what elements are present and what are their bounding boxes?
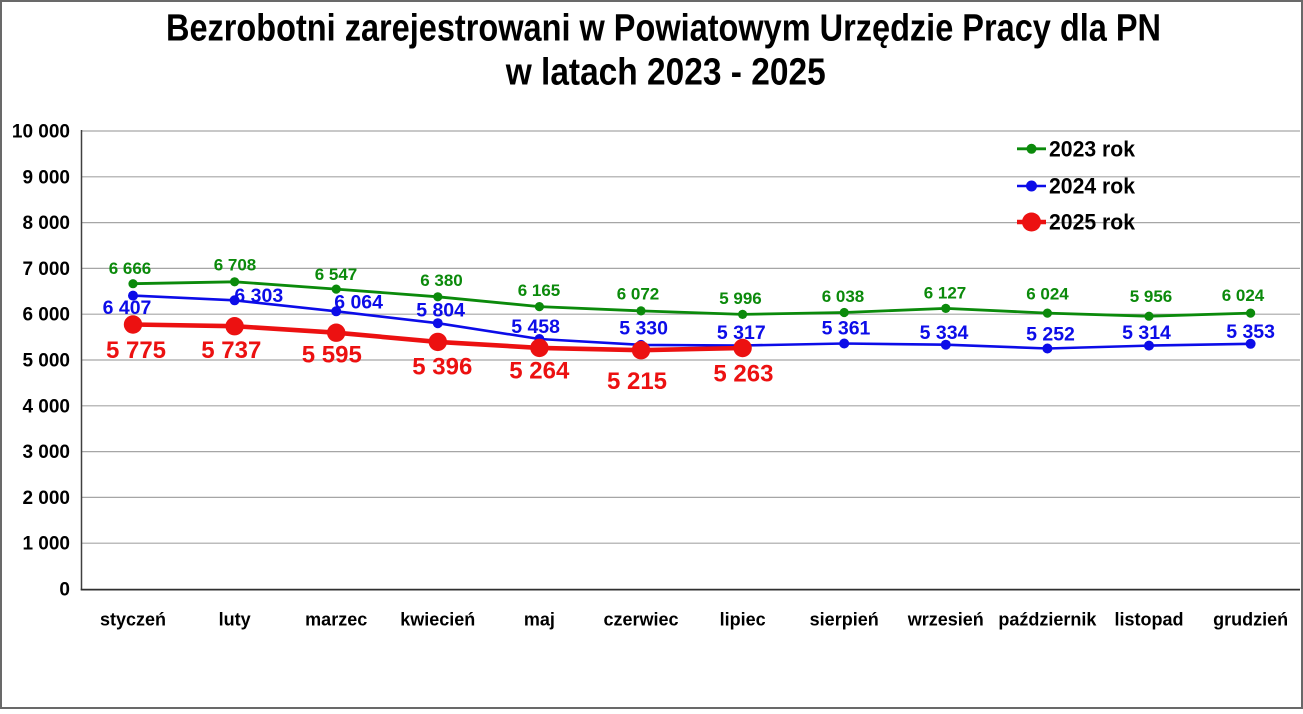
svg-text:sierpień: sierpień bbox=[810, 610, 879, 630]
svg-text:6 708: 6 708 bbox=[214, 256, 257, 275]
svg-text:6 127: 6 127 bbox=[924, 284, 967, 303]
svg-text:6 024: 6 024 bbox=[1222, 286, 1265, 305]
svg-text:6 380: 6 380 bbox=[420, 271, 463, 290]
svg-text:5 353: 5 353 bbox=[1226, 321, 1275, 343]
svg-text:w latach 2023 - 2025: w latach 2023 - 2025 bbox=[505, 51, 826, 93]
svg-text:2023 rok: 2023 rok bbox=[1049, 137, 1136, 162]
svg-text:5 996: 5 996 bbox=[719, 289, 762, 308]
svg-text:luty: luty bbox=[219, 610, 251, 630]
svg-text:2025 rok: 2025 rok bbox=[1049, 210, 1136, 235]
svg-text:5 775: 5 775 bbox=[106, 337, 166, 364]
svg-text:październik: październik bbox=[998, 610, 1097, 630]
svg-text:0: 0 bbox=[59, 580, 70, 601]
svg-text:6 666: 6 666 bbox=[109, 259, 152, 278]
svg-text:1 000: 1 000 bbox=[22, 534, 70, 555]
svg-text:2024 rok: 2024 rok bbox=[1049, 174, 1136, 199]
svg-text:6 407: 6 407 bbox=[103, 297, 152, 319]
svg-text:kwiecień: kwiecień bbox=[400, 610, 475, 630]
svg-text:2 000: 2 000 bbox=[22, 488, 70, 509]
svg-text:3 000: 3 000 bbox=[22, 442, 70, 463]
svg-text:5 215: 5 215 bbox=[607, 368, 667, 395]
svg-text:6 000: 6 000 bbox=[22, 305, 70, 326]
svg-text:czerwiec: czerwiec bbox=[603, 610, 678, 630]
svg-text:5 396: 5 396 bbox=[412, 354, 472, 381]
svg-text:grudzień: grudzień bbox=[1213, 610, 1288, 630]
svg-text:5 263: 5 263 bbox=[713, 361, 773, 388]
svg-text:wrzesień: wrzesień bbox=[907, 610, 984, 630]
svg-text:6 165: 6 165 bbox=[518, 281, 561, 300]
svg-text:5 458: 5 458 bbox=[511, 316, 560, 338]
svg-text:10 000: 10 000 bbox=[12, 122, 70, 143]
svg-text:8 000: 8 000 bbox=[22, 213, 70, 234]
svg-text:lipiec: lipiec bbox=[720, 610, 766, 630]
svg-text:5 317: 5 317 bbox=[717, 322, 766, 344]
svg-text:6 072: 6 072 bbox=[617, 285, 660, 304]
svg-text:6 064: 6 064 bbox=[334, 292, 383, 314]
svg-text:5 804: 5 804 bbox=[416, 300, 465, 322]
svg-text:6 024: 6 024 bbox=[1026, 285, 1069, 304]
svg-text:styczeń: styczeń bbox=[100, 610, 166, 630]
svg-text:5 737: 5 737 bbox=[201, 337, 261, 364]
svg-text:5 956: 5 956 bbox=[1130, 287, 1173, 306]
svg-text:6 547: 6 547 bbox=[315, 265, 358, 284]
svg-text:5 264: 5 264 bbox=[509, 358, 570, 385]
svg-text:9 000: 9 000 bbox=[22, 167, 70, 188]
svg-text:maj: maj bbox=[524, 610, 555, 630]
svg-text:marzec: marzec bbox=[305, 610, 367, 630]
svg-text:5 595: 5 595 bbox=[302, 342, 362, 369]
svg-text:4 000: 4 000 bbox=[22, 396, 70, 417]
svg-text:5 334: 5 334 bbox=[920, 322, 969, 344]
svg-text:Bezrobotni zarejestrowani w Po: Bezrobotni zarejestrowani w Powiatowym U… bbox=[166, 8, 1161, 50]
svg-text:6 038: 6 038 bbox=[822, 287, 865, 306]
svg-text:5 314: 5 314 bbox=[1122, 322, 1171, 344]
svg-text:5 330: 5 330 bbox=[619, 318, 668, 340]
svg-text:7 000: 7 000 bbox=[22, 259, 70, 280]
svg-text:listopad: listopad bbox=[1114, 610, 1183, 630]
svg-text:5 361: 5 361 bbox=[822, 318, 871, 340]
svg-text:6 303: 6 303 bbox=[234, 285, 283, 307]
svg-text:5 252: 5 252 bbox=[1026, 323, 1075, 345]
svg-text:5 000: 5 000 bbox=[22, 351, 70, 372]
